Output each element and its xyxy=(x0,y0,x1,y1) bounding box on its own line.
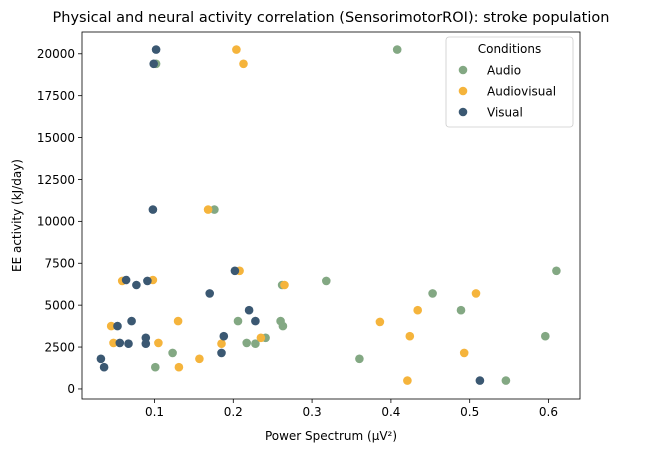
data-point-visual-6 xyxy=(132,280,141,290)
y-tick-label-1: 2500 xyxy=(44,340,75,354)
data-point-audio-7 xyxy=(456,305,466,315)
data-point-audiovisual-11 xyxy=(106,321,116,331)
data-point-audiovisual-16 xyxy=(217,339,226,349)
y-tick-label-2: 5000 xyxy=(44,298,75,312)
chart-title: Physical and neural activity correlation… xyxy=(53,10,610,26)
data-point-visual-19 xyxy=(99,362,109,372)
data-point-visual-16 xyxy=(141,339,151,349)
data-point-visual-13 xyxy=(141,333,151,343)
plot-area xyxy=(96,45,561,385)
data-point-audio-10 xyxy=(278,321,288,331)
data-point-audiovisual-12 xyxy=(405,331,415,341)
y-tick-label-7: 17500 xyxy=(37,89,75,103)
data-point-audiovisual-10 xyxy=(375,317,385,327)
data-point-audiovisual-6 xyxy=(280,280,289,290)
data-point-audio-14 xyxy=(251,339,260,349)
y-tick-label-8: 20000 xyxy=(37,47,75,61)
data-point-audiovisual-18 xyxy=(195,354,204,364)
data-point-audiovisual-1 xyxy=(239,59,248,69)
legend-title: Conditions xyxy=(478,42,542,56)
data-point-visual-11 xyxy=(113,321,122,331)
data-point-audiovisual-15 xyxy=(154,338,163,348)
legend-label-visual: Visual xyxy=(487,105,523,119)
data-point-visual-12 xyxy=(219,331,229,341)
data-point-visual-15 xyxy=(124,339,133,349)
data-point-visual-1 xyxy=(149,59,158,69)
legend-label-audiovisual: Audiovisual xyxy=(487,84,556,98)
legend-marker-audiovisual xyxy=(458,86,468,96)
data-point-audiovisual-20 xyxy=(403,376,412,385)
x-axis: 0.1 0.2 0.3 0.4 0.5 0.6 xyxy=(145,399,558,419)
data-point-visual-18 xyxy=(96,354,106,364)
y-tick-label-3: 7500 xyxy=(44,257,75,271)
y-axis: 0 2500 5000 7500 10000 12500 15000 17500 20000 xyxy=(37,47,82,396)
data-point-audiovisual-2 xyxy=(203,205,213,214)
data-point-visual-7 xyxy=(205,289,214,298)
data-point-audio-0 xyxy=(392,45,402,54)
data-point-audio-16 xyxy=(355,354,364,364)
data-point-visual-3 xyxy=(230,266,240,276)
data-point-audio-3 xyxy=(552,266,561,276)
data-point-visual-5 xyxy=(143,276,152,286)
data-point-visual-9 xyxy=(127,316,136,326)
data-point-visual-4 xyxy=(121,275,131,285)
legend: Conditions Audio Audiovisual Visual xyxy=(445,36,574,128)
data-point-visual-14 xyxy=(115,338,125,348)
x-tick-label-3: 0.4 xyxy=(381,405,400,419)
x-tick-label-4: 0.5 xyxy=(460,405,479,419)
x-tick-label-5: 0.6 xyxy=(539,405,558,419)
data-point-visual-20 xyxy=(475,376,485,385)
x-tick-label-1: 0.2 xyxy=(224,405,243,419)
data-point-audiovisual-9 xyxy=(173,316,183,326)
data-point-visual-8 xyxy=(244,305,254,315)
data-point-visual-2 xyxy=(148,205,158,214)
data-point-audio-9 xyxy=(233,316,243,326)
data-point-audiovisual-13 xyxy=(256,333,266,343)
data-point-audio-5 xyxy=(322,276,331,286)
y-tick-label-0: 0 xyxy=(67,382,75,396)
data-point-audiovisual-17 xyxy=(459,348,469,358)
x-tick-label-0: 0.1 xyxy=(145,405,164,419)
data-point-audiovisual-0 xyxy=(232,45,241,54)
data-point-audio-11 xyxy=(541,331,550,341)
data-point-audiovisual-14 xyxy=(109,338,118,348)
x-tick-label-2: 0.3 xyxy=(303,405,322,419)
data-point-audio-6 xyxy=(428,289,437,298)
data-point-audiovisual-8 xyxy=(413,305,423,315)
data-point-visual-17 xyxy=(217,348,226,358)
legend-label-audio: Audio xyxy=(487,63,521,77)
legend-marker-audio xyxy=(458,65,468,75)
data-point-audio-18 xyxy=(501,376,511,385)
legend-box xyxy=(445,36,574,128)
data-point-audio-15 xyxy=(168,348,177,358)
data-point-audiovisual-7 xyxy=(471,289,481,298)
y-axis-label: EE activity (kJ/day) xyxy=(10,159,24,272)
y-tick-label-4: 10000 xyxy=(37,215,75,229)
y-tick-label-6: 15000 xyxy=(37,131,75,145)
plot-frame xyxy=(81,31,581,400)
data-point-audiovisual-19 xyxy=(174,362,184,372)
data-point-visual-0 xyxy=(151,45,161,54)
x-axis-label: Power Spectrum (μV²) xyxy=(265,429,397,443)
y-tick-label-5: 12500 xyxy=(37,173,75,187)
data-point-audio-13 xyxy=(242,338,251,348)
data-point-visual-10 xyxy=(251,316,260,326)
data-point-audio-17 xyxy=(151,362,160,372)
legend-marker-visual xyxy=(458,107,468,117)
data-point-audio-2 xyxy=(210,205,219,214)
